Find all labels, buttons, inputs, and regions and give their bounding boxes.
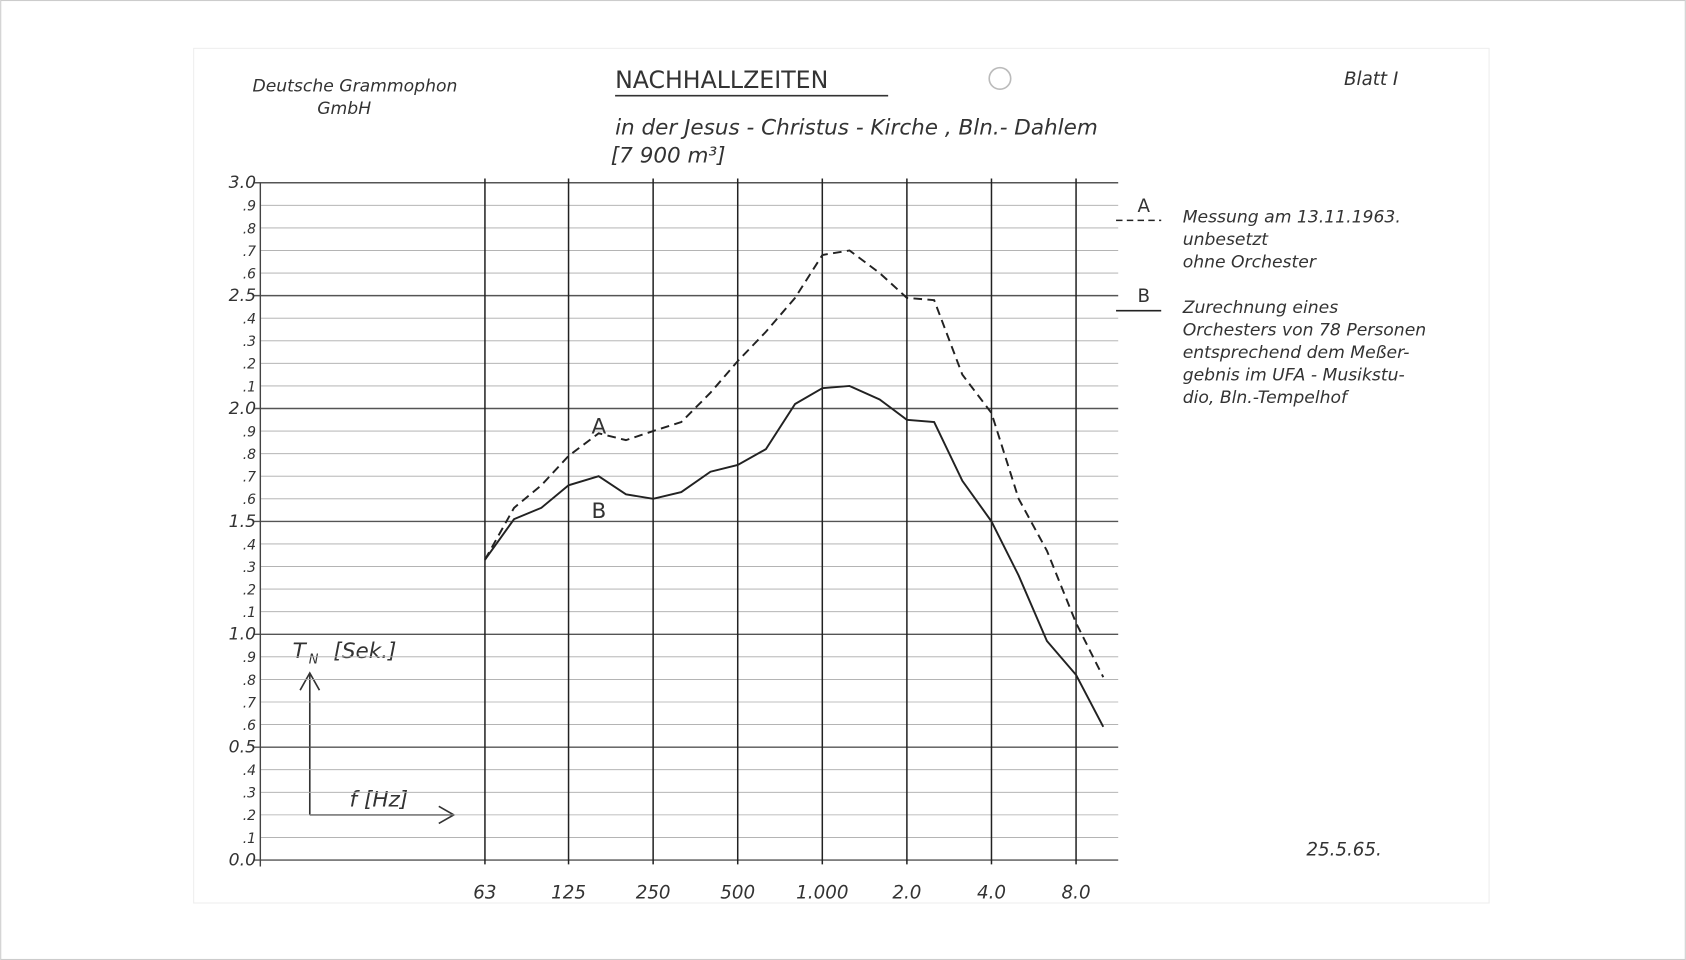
company: Deutsche Grammophon (252, 76, 457, 96)
x-tick-label: 4.0 (977, 883, 1006, 904)
series-line (484, 384, 1105, 728)
y-tick-label: .9 (243, 199, 256, 215)
y-tick-label: 1.0 (229, 625, 256, 645)
y-tick-label: .3 (243, 786, 256, 802)
y-tick-label: 0.0 (229, 850, 256, 870)
legend-text: Zurechnung eines (1182, 298, 1339, 318)
date: 25.5.65. (1306, 840, 1382, 861)
legend-key: A (1138, 196, 1151, 217)
legend-text: Orchesters von 78 Personen (1183, 320, 1426, 340)
y-tick-label: 1.5 (229, 512, 256, 532)
subtitle: [7 900 m³] (611, 143, 726, 168)
y-tick-label: .7 (243, 470, 256, 486)
y-tick-label: .4 (243, 763, 256, 779)
series-label: B (592, 499, 607, 524)
y-tick-label: .3 (243, 560, 256, 576)
x-tick-label: 250 (636, 883, 671, 904)
legend-text: ohne Orchester (1183, 253, 1317, 273)
y-tick-label: .6 (243, 492, 256, 508)
series-line (484, 249, 1105, 678)
company: GmbH (317, 99, 371, 119)
punch-hole (988, 66, 1012, 91)
y-tick-label: .8 (243, 673, 256, 689)
y-axis-unit: [Sek.] (333, 639, 396, 664)
legend-text: dio, Bln.-Tempelhof (1183, 388, 1350, 408)
legend-text: unbesetzt (1183, 230, 1270, 250)
y-tick-label: .1 (243, 831, 256, 847)
axis-arrow (299, 671, 321, 815)
subtitle: in der Jesus - Christus - Kirche , Bln.-… (615, 115, 1098, 140)
y-axis-label-sub: N (309, 652, 319, 667)
y-tick-label: .4 (243, 537, 256, 553)
y-tick-label: .6 (243, 718, 256, 734)
y-tick-label: .9 (243, 650, 256, 666)
y-tick-label: .7 (243, 695, 256, 711)
y-axis-label: T (293, 639, 308, 664)
x-tick-label: 63 (473, 883, 496, 904)
legend-text: Messung am 13.11.1963. (1183, 208, 1401, 228)
x-tick-label: 500 (720, 883, 755, 904)
y-tick-label: 2.5 (229, 286, 256, 306)
series-label: A (592, 415, 607, 440)
y-tick-label: .4 (243, 312, 256, 328)
y-tick-label: .1 (243, 605, 256, 621)
y-tick-label: 0.5 (229, 738, 256, 758)
sheet-number: Blatt I (1344, 69, 1398, 90)
y-tick-label: .6 (243, 266, 256, 282)
x-tick-label: 8.0 (1062, 883, 1091, 904)
y-tick-label: .9 (243, 424, 256, 440)
chart-title: NACHHALLZEITEN (615, 66, 828, 94)
sheet (193, 47, 1490, 904)
x-tick-label: 125 (551, 883, 586, 904)
x-axis-label: f [Hz] (350, 787, 409, 812)
y-tick-label: .2 (243, 582, 256, 598)
y-tick-label: .8 (243, 221, 256, 237)
legend-text: entsprechend dem Meßer- (1183, 343, 1410, 363)
y-tick-label: .1 (243, 379, 256, 395)
y-tick-label: .3 (243, 334, 256, 350)
plot: 0.0 .1 .2 .3 .4 0.5 .6 .7 .8 .9 1.0 .1 .2 .3 .4 1.5 .6 .7… (229, 173, 1427, 904)
y-tick-label: .2 (243, 357, 256, 373)
legend-text: gebnis im UFA - Musikstu- (1183, 366, 1405, 386)
legend-key: B (1138, 286, 1151, 307)
y-tick-label: 3.0 (229, 173, 256, 193)
y-tick-label: .7 (243, 244, 256, 260)
y-tick-label: .2 (243, 808, 256, 824)
y-tick-label: .8 (243, 447, 256, 463)
y-tick-label: 2.0 (229, 399, 256, 419)
x-tick-label: 2.0 (892, 883, 921, 904)
x-tick-label: 1.000 (796, 883, 848, 904)
